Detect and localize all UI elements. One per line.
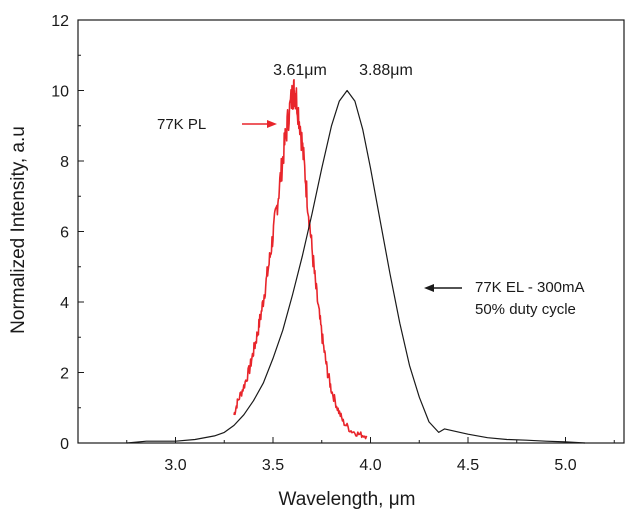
annotation-peak-el: 3.88μm: [359, 62, 413, 79]
y-axis-label: Normalized Intensity, a.u: [8, 126, 29, 334]
x-tick-label: 4.0: [359, 457, 381, 474]
series-el-line: [126, 89, 586, 444]
x-axis-label: Wavelength, μm: [279, 489, 416, 510]
y-tick-label: 4: [60, 295, 69, 312]
label-pl: 77K PL: [157, 116, 206, 133]
x-tick-label: 3.0: [164, 457, 186, 474]
annotation-peak-pl: 3.61μm: [273, 62, 327, 79]
y-tick-label: 8: [60, 154, 69, 171]
y-tick-label: 12: [51, 13, 69, 30]
arrow-pl: [242, 120, 277, 128]
series-layer: [126, 79, 586, 444]
arrow-el: [424, 284, 462, 292]
x-tick-label: 3.5: [262, 457, 284, 474]
y-tick-label: 6: [60, 225, 69, 242]
label-el-line1: 77K EL - 300mA: [475, 279, 585, 296]
y-tick-label: 10: [51, 84, 69, 101]
series-pl-line: [233, 79, 368, 440]
plot-frame: [77, 19, 625, 444]
label-el-line2: 50% duty cycle: [475, 301, 576, 318]
y-tick-label: 0: [60, 436, 69, 453]
x-tick-label: 5.0: [554, 457, 576, 474]
axes-group: 3.0 3.5 4.0 4.5 5.0 0 2 4 6 8 10 12: [51, 13, 625, 474]
y-tick-label: 2: [60, 366, 69, 383]
x-tick-label: 4.5: [457, 457, 479, 474]
